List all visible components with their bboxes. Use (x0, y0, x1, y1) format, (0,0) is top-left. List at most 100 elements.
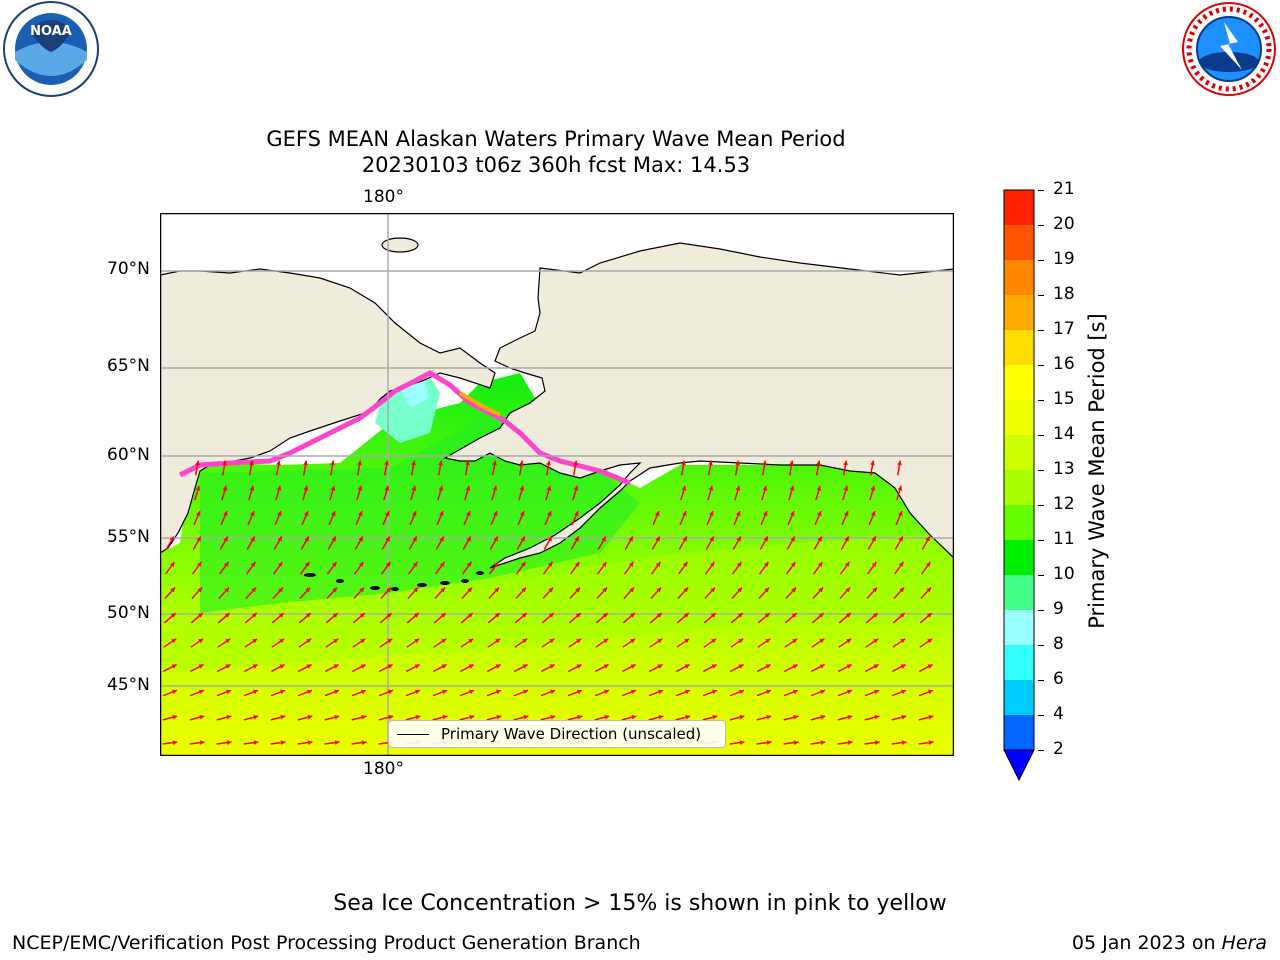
wave-arrow-head (253, 714, 259, 720)
wave-arrow-head (441, 638, 447, 644)
wave-arrow-head (197, 613, 203, 618)
wave-arrow-head (334, 714, 340, 720)
wave-arrow-head (843, 485, 849, 491)
wave-arrow-head (195, 485, 201, 491)
wave-arrow-head (631, 689, 637, 695)
colorbar-tick-mark (1038, 330, 1044, 331)
wave-arrow-head (522, 638, 528, 644)
wave-arrow-head (386, 613, 392, 618)
wave-arrow-head (466, 561, 472, 567)
wave-arrow-head (332, 587, 338, 593)
wave-arrow-head (602, 587, 608, 593)
wave-arrow-head (874, 689, 880, 695)
wave-arrow-head (303, 485, 309, 491)
colorbar-tick-label: 4 (1053, 704, 1064, 724)
wave-arrow-head (519, 485, 525, 491)
wave-arrow-head (387, 638, 393, 644)
wave-arrow-head (736, 561, 742, 567)
wave-arrow-head (196, 536, 201, 542)
wave-arrow-head (793, 689, 799, 695)
wave-arrow-head (199, 689, 205, 695)
wave-arrow-head (681, 460, 686, 466)
wave-arrow-head (494, 613, 500, 618)
wave-arrow-head (901, 714, 907, 720)
wave-arrow-head (763, 561, 769, 567)
wave-arrow-head (385, 536, 390, 542)
wave-arrow-head (225, 638, 231, 644)
colorbar-band (1004, 610, 1034, 645)
wave-arrow-head (415, 689, 421, 695)
wave-arrow-head (411, 460, 416, 466)
wave-arrow-head (766, 740, 772, 745)
wave-arrow-head (249, 460, 254, 466)
wave-arrow-head (276, 485, 282, 491)
wave-arrow-head (928, 714, 934, 720)
wave-arrow-head (684, 638, 690, 644)
wave-arrow-head (439, 561, 445, 567)
wave-arrow-head (820, 714, 826, 720)
wave-arrow-head (170, 587, 176, 593)
wave-arrow-head (900, 638, 906, 644)
wave-arrow-head (330, 485, 336, 491)
wave-arrow-head (196, 511, 201, 517)
colorbar-tick-mark (1038, 470, 1044, 471)
svg-text:NOAA: NOAA (30, 24, 72, 39)
lat-label-45: 45°N (107, 675, 150, 695)
wave-arrow-head (442, 714, 448, 720)
wave-arrow-head (765, 664, 771, 669)
wave-arrow-head (791, 613, 797, 618)
wave-arrow-head (871, 536, 876, 542)
wave-arrow-head (658, 714, 664, 720)
wave-arrow-head (874, 740, 880, 745)
wave-arrow-head (656, 587, 662, 593)
wave-arrow-head (901, 689, 907, 695)
wave-arrow-head (655, 561, 661, 567)
wave-arrow-head (789, 485, 795, 491)
wave-arrow-head (817, 561, 823, 567)
wave-arrow-head (874, 714, 880, 720)
map-legend: Primary Wave Direction (unscaled) (388, 720, 726, 748)
colorbar-tick-label: 9 (1053, 599, 1064, 619)
wave-arrow-head (279, 638, 285, 644)
wave-arrow-head (412, 561, 418, 567)
wave-arrow-head (574, 511, 579, 517)
wave-arrow-head (926, 613, 932, 618)
wave-arrow-head (359, 613, 365, 618)
colorbar-tick-label: 13 (1053, 459, 1075, 479)
wave-arrow-head (630, 638, 636, 644)
wave-arrow-head (737, 613, 743, 618)
colorbar-tick-mark (1038, 680, 1044, 681)
wave-arrow-head (196, 561, 202, 567)
colorbar-under-triangle (1003, 749, 1035, 782)
wave-arrow-head (307, 689, 313, 695)
colorbar-tick-mark (1038, 400, 1044, 401)
wave-arrow-head (817, 536, 822, 542)
wave-arrow-head (709, 536, 714, 542)
wave-arrow-head (683, 587, 689, 593)
wave-arrow-head (412, 511, 417, 517)
noaa-logo: NOAA (2, 0, 100, 98)
wave-arrow-head (224, 587, 230, 593)
wave-arrow-head (844, 511, 849, 517)
wave-arrow-head (573, 460, 578, 466)
wave-arrow-head (386, 587, 392, 593)
lon-label-top: 180° (363, 187, 404, 207)
colorbar-tick-mark (1038, 365, 1044, 366)
lat-label-60: 60°N (107, 445, 150, 465)
wave-arrow-head (793, 714, 799, 720)
wave-arrow-head (682, 561, 688, 567)
wave-arrow-head (520, 536, 525, 542)
land-st-lawrence (381, 237, 419, 253)
wave-arrow-head (685, 714, 691, 720)
wave-arrow-head (577, 689, 583, 695)
wave-arrow-head (438, 460, 443, 466)
wave-arrow-head (492, 485, 498, 491)
wave-arrow-head (712, 689, 718, 695)
wave-arrow-head (681, 485, 687, 491)
wave-arrow-head (439, 536, 444, 542)
wave-arrow-head (467, 587, 473, 593)
wave-arrow-head (574, 536, 579, 542)
wave-arrow-head (361, 689, 367, 695)
wave-arrow-head (172, 740, 178, 745)
wave-arrow-head (818, 613, 824, 618)
